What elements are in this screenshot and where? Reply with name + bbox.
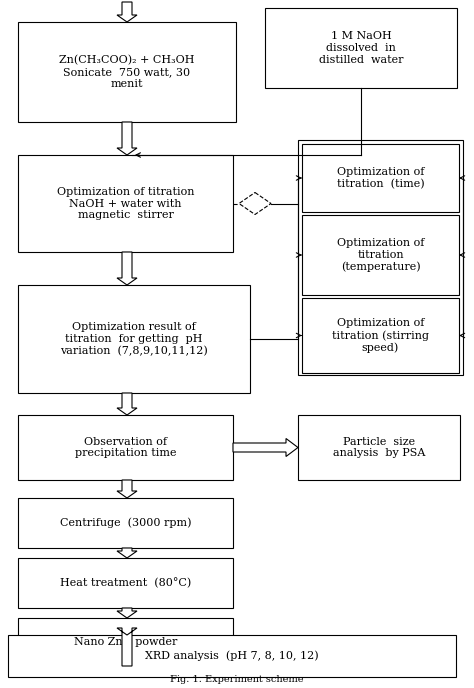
Text: 1 M NaOH
dissolved  in
distilled  water: 1 M NaOH dissolved in distilled water: [319, 32, 403, 65]
Polygon shape: [117, 548, 137, 558]
Text: Fig. 1. Experiment scheme: Fig. 1. Experiment scheme: [170, 676, 304, 685]
Text: Zn(CH₃COO)₂ + CH₃OH
Sonicate  750 watt, 30
menit: Zn(CH₃COO)₂ + CH₃OH Sonicate 750 watt, 3…: [59, 55, 195, 89]
Bar: [18, 618, 233, 666]
Bar: [18, 285, 250, 393]
Text: Observation of
precipitation time: Observation of precipitation time: [75, 437, 176, 458]
Text: Optimization of
titration (stirring
speed): Optimization of titration (stirring spee…: [332, 319, 429, 353]
Bar: [302, 298, 459, 373]
Polygon shape: [117, 608, 137, 618]
Polygon shape: [117, 480, 137, 498]
Bar: [18, 558, 233, 608]
Bar: [18, 498, 233, 548]
Text: Nano ZnO powder: Nano ZnO powder: [74, 637, 177, 647]
Polygon shape: [233, 438, 298, 457]
Polygon shape: [117, 628, 137, 666]
Text: Optimization result of
titration  for getting  pH
variation  (7,8,9,10,11,12): Optimization result of titration for get…: [60, 322, 208, 356]
Text: Optimization of
titration  (time): Optimization of titration (time): [337, 167, 424, 189]
Bar: [302, 215, 459, 295]
Bar: [298, 140, 463, 375]
Polygon shape: [117, 393, 137, 415]
Text: Optimization of titration
NaOH + water with
magnetic  stirrer: Optimization of titration NaOH + water w…: [57, 187, 194, 220]
Bar: [265, 8, 457, 88]
Bar: [18, 415, 233, 480]
Text: Centrifuge  (3000 rpm): Centrifuge (3000 rpm): [60, 517, 191, 528]
Bar: [302, 144, 459, 212]
Bar: [298, 415, 460, 480]
Bar: [18, 155, 233, 252]
Polygon shape: [117, 122, 137, 155]
Polygon shape: [117, 2, 137, 22]
Polygon shape: [239, 193, 271, 215]
Text: XRD analysis  (pH 7, 8, 10, 12): XRD analysis (pH 7, 8, 10, 12): [145, 651, 319, 661]
Bar: [8, 635, 456, 677]
Text: Particle  size
analysis  by PSA: Particle size analysis by PSA: [333, 437, 425, 458]
Text: Optimization of
titration
(temperature): Optimization of titration (temperature): [337, 238, 424, 272]
Polygon shape: [117, 252, 137, 285]
Text: Heat treatment  (80°C): Heat treatment (80°C): [60, 578, 191, 588]
Bar: [18, 22, 236, 122]
